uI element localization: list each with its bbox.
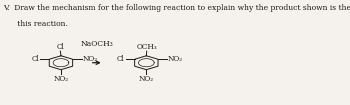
Text: NaOCH₃: NaOCH₃ [80,40,113,48]
Text: this reaction.: this reaction. [3,20,68,28]
Text: NO₂: NO₂ [168,55,183,63]
Text: OCH₃: OCH₃ [136,43,157,51]
Text: Cl: Cl [32,55,40,63]
Text: NO₂: NO₂ [139,75,154,83]
Text: NO₂: NO₂ [82,55,97,63]
Text: Cl: Cl [56,43,64,51]
Text: V.  Draw the mechanism for the following reaction to explain why the product sho: V. Draw the mechanism for the following … [3,4,350,12]
Text: NO₂: NO₂ [54,75,69,83]
Text: Cl: Cl [117,55,125,63]
